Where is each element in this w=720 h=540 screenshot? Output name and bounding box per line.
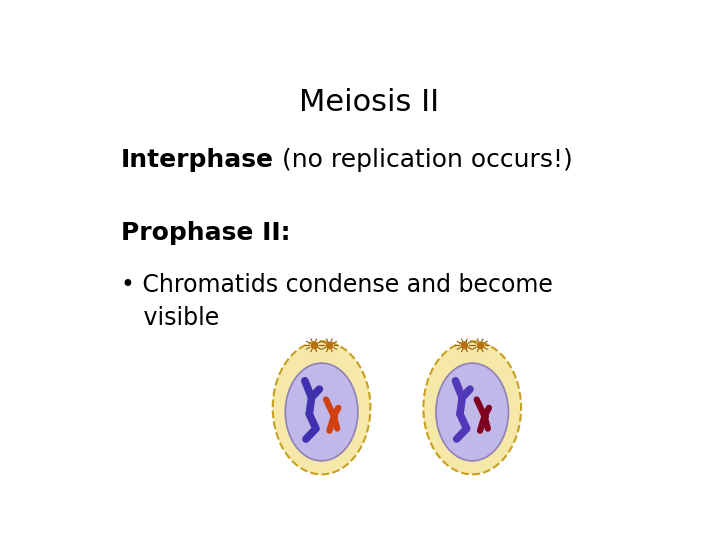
Text: • Chromatids condense and become
   visible: • Chromatids condense and become visible xyxy=(121,273,552,330)
Ellipse shape xyxy=(273,341,370,474)
Text: Prophase II:: Prophase II: xyxy=(121,221,290,245)
Text: (no replication occurs!): (no replication occurs!) xyxy=(274,148,572,172)
Text: Interphase: Interphase xyxy=(121,148,274,172)
Ellipse shape xyxy=(436,363,508,461)
Ellipse shape xyxy=(423,341,521,474)
Ellipse shape xyxy=(285,363,358,461)
Text: Meiosis II: Meiosis II xyxy=(299,87,439,117)
